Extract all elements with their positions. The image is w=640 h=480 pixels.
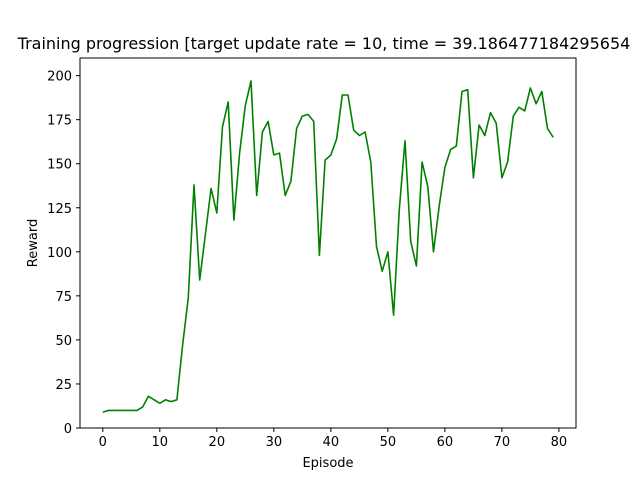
x-tick-label: 10: [152, 435, 169, 450]
x-tick-label: 80: [551, 435, 568, 450]
y-tick-label: 200: [47, 70, 72, 85]
y-tick-label: 25: [55, 378, 72, 393]
y-tick-label: 75: [55, 290, 72, 305]
x-tick-label: 60: [437, 435, 454, 450]
y-axis-label: Reward: [26, 219, 41, 267]
x-tick-label: 70: [494, 435, 511, 450]
x-tick-label: 40: [323, 435, 340, 450]
chart-title: Training progression [target update rate…: [17, 34, 631, 53]
x-tick-label: 30: [266, 435, 283, 450]
y-tick-label: 100: [47, 246, 72, 261]
series-line: [102, 80, 554, 413]
x-tick-label: 0: [99, 435, 107, 450]
y-tick-label: 125: [47, 202, 72, 217]
y-tick-label: 150: [47, 158, 72, 173]
plot-area: [102, 80, 554, 413]
y-tick-label: 175: [47, 114, 72, 129]
x-tick-label: 50: [380, 435, 397, 450]
x-tick-label: 20: [209, 435, 226, 450]
axes-frame: [79, 57, 577, 429]
y-tick-label: 50: [55, 334, 72, 349]
y-tick-label: 0: [64, 422, 72, 437]
x-axis: 0 10 20 30 40 50 60 70 80: [99, 428, 568, 450]
x-axis-label: Episode: [302, 456, 353, 471]
y-axis: 0 25 50 75 100 125 150 175 200: [47, 70, 80, 437]
